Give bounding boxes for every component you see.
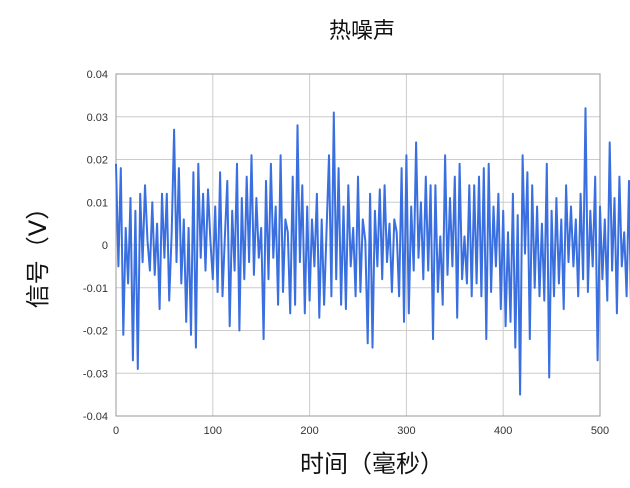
x-tick-label: 0 bbox=[113, 425, 119, 437]
y-tick-label: 0 bbox=[102, 240, 108, 252]
y-tick-label: -0.03 bbox=[83, 368, 108, 380]
y-tick-labels: 0.04 0.03 0.02 0.01 0 -0.01 -0.02 -0.03 -0.04 bbox=[83, 69, 108, 423]
x-axis-label: 时间（毫秒） bbox=[300, 450, 444, 478]
x-tick-label: 200 bbox=[300, 425, 318, 437]
y-tick-label: 0.01 bbox=[87, 197, 108, 209]
y-tick-label: 0.03 bbox=[87, 112, 108, 124]
y-tick-label: 0.02 bbox=[87, 155, 108, 167]
x-tick-label: 500 bbox=[591, 425, 609, 437]
y-tick-label: -0.01 bbox=[83, 283, 108, 295]
y-tick-label: 0.04 bbox=[87, 69, 108, 81]
y-axis-label: 信号（V） bbox=[24, 196, 52, 308]
x-tick-label: 400 bbox=[494, 425, 512, 437]
y-tick-label: -0.04 bbox=[83, 411, 108, 423]
series-line-thermal-noise bbox=[115, 107, 630, 396]
y-tick-label: -0.02 bbox=[83, 326, 108, 338]
x-tick-labels: 0 100 200 300 400 500 bbox=[113, 425, 609, 437]
chart-title: 热噪声 bbox=[329, 19, 395, 44]
x-tick-label: 300 bbox=[397, 425, 415, 437]
x-tick-label: 100 bbox=[204, 425, 222, 437]
